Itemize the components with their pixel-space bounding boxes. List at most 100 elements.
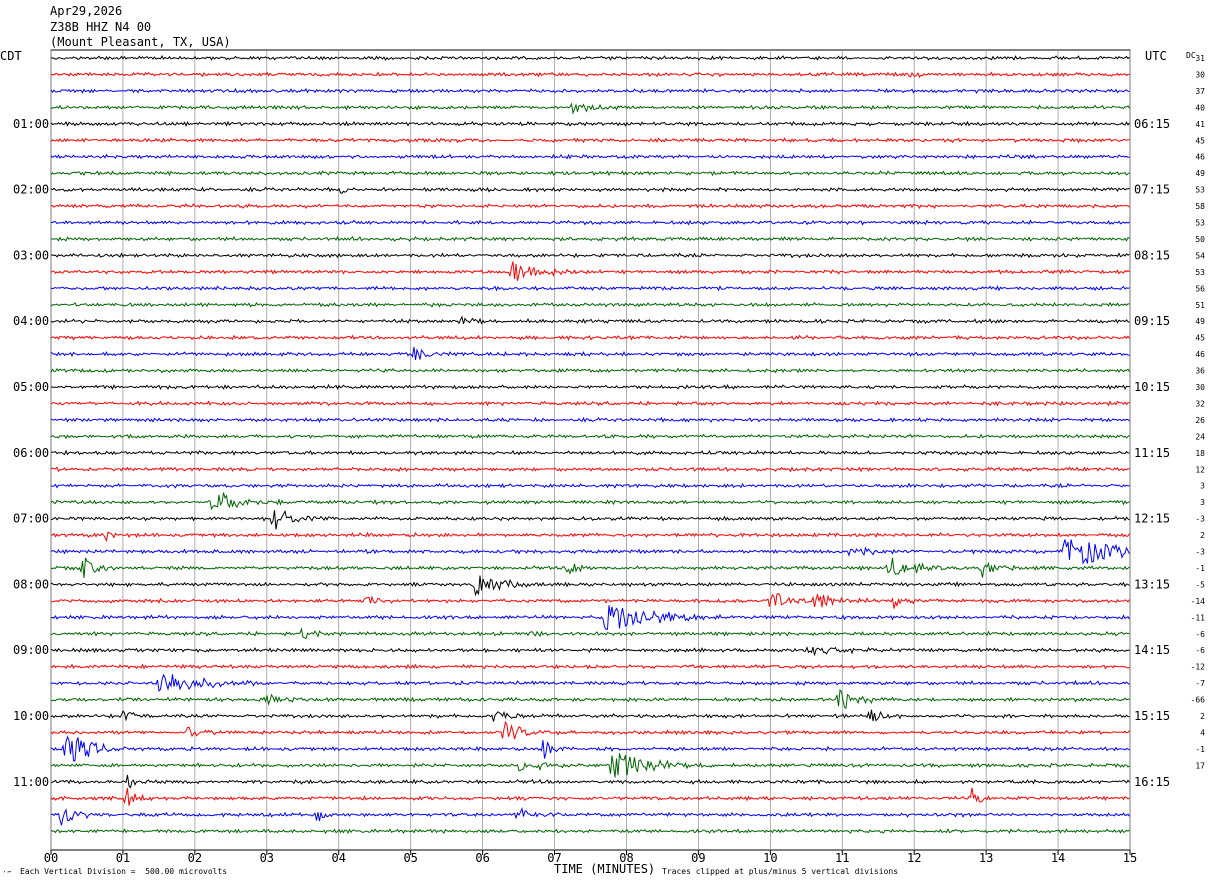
cdt-time-label: 02:00 bbox=[13, 183, 49, 197]
seismic-trace-line bbox=[50, 673, 1130, 693]
left-timezone-label: CDT bbox=[0, 49, 22, 63]
dc-offset-label: 17 bbox=[1195, 761, 1205, 770]
x-tick-label: 08 bbox=[619, 851, 633, 865]
dc-offset-label: 32 bbox=[1195, 399, 1205, 408]
seismic-trace-line bbox=[51, 383, 1130, 391]
seismic-trace-line bbox=[50, 416, 1130, 424]
dc-offset-label: 49 bbox=[1195, 317, 1205, 326]
seismic-trace-line bbox=[50, 720, 1130, 740]
cdt-time-label: 04:00 bbox=[13, 314, 49, 328]
dc-offset-label: 31 bbox=[1195, 54, 1205, 63]
seismic-trace-line bbox=[50, 688, 1130, 709]
cdt-time-label: 01:00 bbox=[13, 117, 49, 131]
dc-offset-label: -5 bbox=[1195, 580, 1205, 589]
seismic-trace-line bbox=[50, 219, 1130, 226]
cdt-time-label: 05:00 bbox=[13, 380, 49, 394]
dc-offset-label: 56 bbox=[1195, 284, 1205, 293]
dc-offset-label: 2 bbox=[1200, 531, 1205, 540]
dc-offset-label: -14 bbox=[1191, 597, 1206, 606]
dc-offset-label: 36 bbox=[1195, 367, 1205, 376]
dc-offset-label: -6 bbox=[1195, 630, 1205, 639]
right-timezone-label: UTC bbox=[1145, 49, 1167, 63]
dc-offset-label: -11 bbox=[1191, 613, 1206, 622]
dc-offset-label: 46 bbox=[1195, 153, 1205, 162]
x-tick-label: 14 bbox=[1051, 851, 1065, 865]
cdt-time-label: 09:00 bbox=[13, 643, 49, 657]
dc-offset-label: 2 bbox=[1200, 712, 1205, 721]
seismic-trace-line bbox=[50, 449, 1130, 456]
cdt-time-label: 11:00 bbox=[13, 775, 49, 789]
dc-offset-label: 3 bbox=[1200, 482, 1205, 491]
x-tick-label: 02 bbox=[188, 851, 202, 865]
cdt-time-label: 10:00 bbox=[13, 709, 49, 723]
seismic-trace-line bbox=[50, 261, 1130, 281]
seismic-trace-line bbox=[50, 492, 1130, 511]
dc-label: DC bbox=[1186, 51, 1196, 60]
corner-mark: ′‴ bbox=[2, 870, 12, 879]
dc-offset-label: 18 bbox=[1195, 449, 1205, 458]
x-tick-label: 11 bbox=[835, 851, 849, 865]
seismic-trace-line bbox=[50, 301, 1130, 308]
utc-time-label: 06:15 bbox=[1134, 117, 1170, 131]
header-station: Z38B HHZ N4 00 bbox=[50, 20, 152, 34]
seismic-trace-line bbox=[51, 235, 1130, 243]
dc-offset-label: 53 bbox=[1195, 219, 1205, 228]
dc-offset-label: 4 bbox=[1200, 728, 1205, 737]
seismic-trace-line bbox=[51, 509, 1130, 530]
seismic-trace-line bbox=[50, 482, 1130, 489]
seismic-trace-line bbox=[50, 102, 1130, 115]
seismic-trace-line bbox=[50, 137, 1130, 144]
dc-offset-label: 45 bbox=[1195, 136, 1205, 145]
seismic-trace-line bbox=[50, 807, 1130, 826]
dc-offset-label: -3 bbox=[1195, 548, 1205, 557]
x-tick-label: 06 bbox=[475, 851, 489, 865]
seismic-trace-line bbox=[50, 646, 1130, 656]
seismic-trace-line bbox=[50, 557, 1130, 578]
dc-offset-label: 26 bbox=[1195, 416, 1205, 425]
seismic-trace-line bbox=[50, 285, 1130, 292]
utc-time-label: 15:15 bbox=[1134, 709, 1170, 723]
seismic-trace-line bbox=[50, 605, 1130, 630]
seismic-trace-line bbox=[50, 186, 1130, 195]
x-tick-label: 12 bbox=[907, 851, 921, 865]
cdt-time-label: 03:00 bbox=[13, 248, 49, 262]
seismic-trace-line bbox=[50, 202, 1130, 210]
utc-time-label: 12:15 bbox=[1134, 512, 1170, 526]
dc-offset-label: 12 bbox=[1195, 465, 1205, 474]
seismic-trace-line bbox=[50, 539, 1130, 565]
seismic-trace-line bbox=[50, 252, 1130, 259]
cdt-time-label: 06:00 bbox=[13, 446, 49, 460]
plot-frame bbox=[50, 49, 1131, 851]
dc-offset-label: 37 bbox=[1195, 87, 1205, 96]
utc-time-label: 09:15 bbox=[1134, 314, 1170, 328]
seismic-trace-line bbox=[50, 828, 1130, 835]
utc-time-label: 07:15 bbox=[1134, 183, 1170, 197]
dc-offset-label: -3 bbox=[1195, 515, 1205, 524]
seismic-trace-line bbox=[50, 575, 1130, 597]
dc-offset-label: 41 bbox=[1195, 120, 1205, 129]
seismic-trace-line bbox=[50, 55, 1130, 61]
seismic-trace-line bbox=[50, 315, 1130, 325]
x-tick-label: 03 bbox=[260, 851, 274, 865]
utc-time-label: 14:15 bbox=[1134, 643, 1170, 657]
dc-offset-label: 53 bbox=[1195, 268, 1205, 277]
dc-offset-label: 50 bbox=[1195, 235, 1205, 244]
seismic-trace-line bbox=[50, 735, 1130, 762]
seismic-trace-line bbox=[50, 87, 1130, 94]
dc-offset-label: 46 bbox=[1195, 350, 1205, 359]
dc-offset-label: 51 bbox=[1195, 301, 1205, 310]
x-tick-label: 04 bbox=[332, 851, 346, 865]
seismic-trace-line bbox=[50, 71, 1130, 79]
dc-offset-label: -6 bbox=[1195, 646, 1205, 655]
seismic-trace-line bbox=[51, 592, 1130, 609]
cdt-time-label: 08:00 bbox=[13, 577, 49, 591]
seismic-trace-line bbox=[50, 627, 1130, 640]
seismic-trace-line bbox=[50, 400, 1130, 407]
dc-offset-label: 45 bbox=[1195, 334, 1205, 343]
dc-offset-label: 30 bbox=[1195, 70, 1205, 79]
dc-offset-label: -7 bbox=[1195, 679, 1205, 688]
x-tick-label: 13 bbox=[979, 851, 993, 865]
seismic-trace-line bbox=[50, 433, 1130, 440]
x-tick-label: 00 bbox=[44, 851, 58, 865]
seismic-trace-line bbox=[50, 346, 1130, 361]
